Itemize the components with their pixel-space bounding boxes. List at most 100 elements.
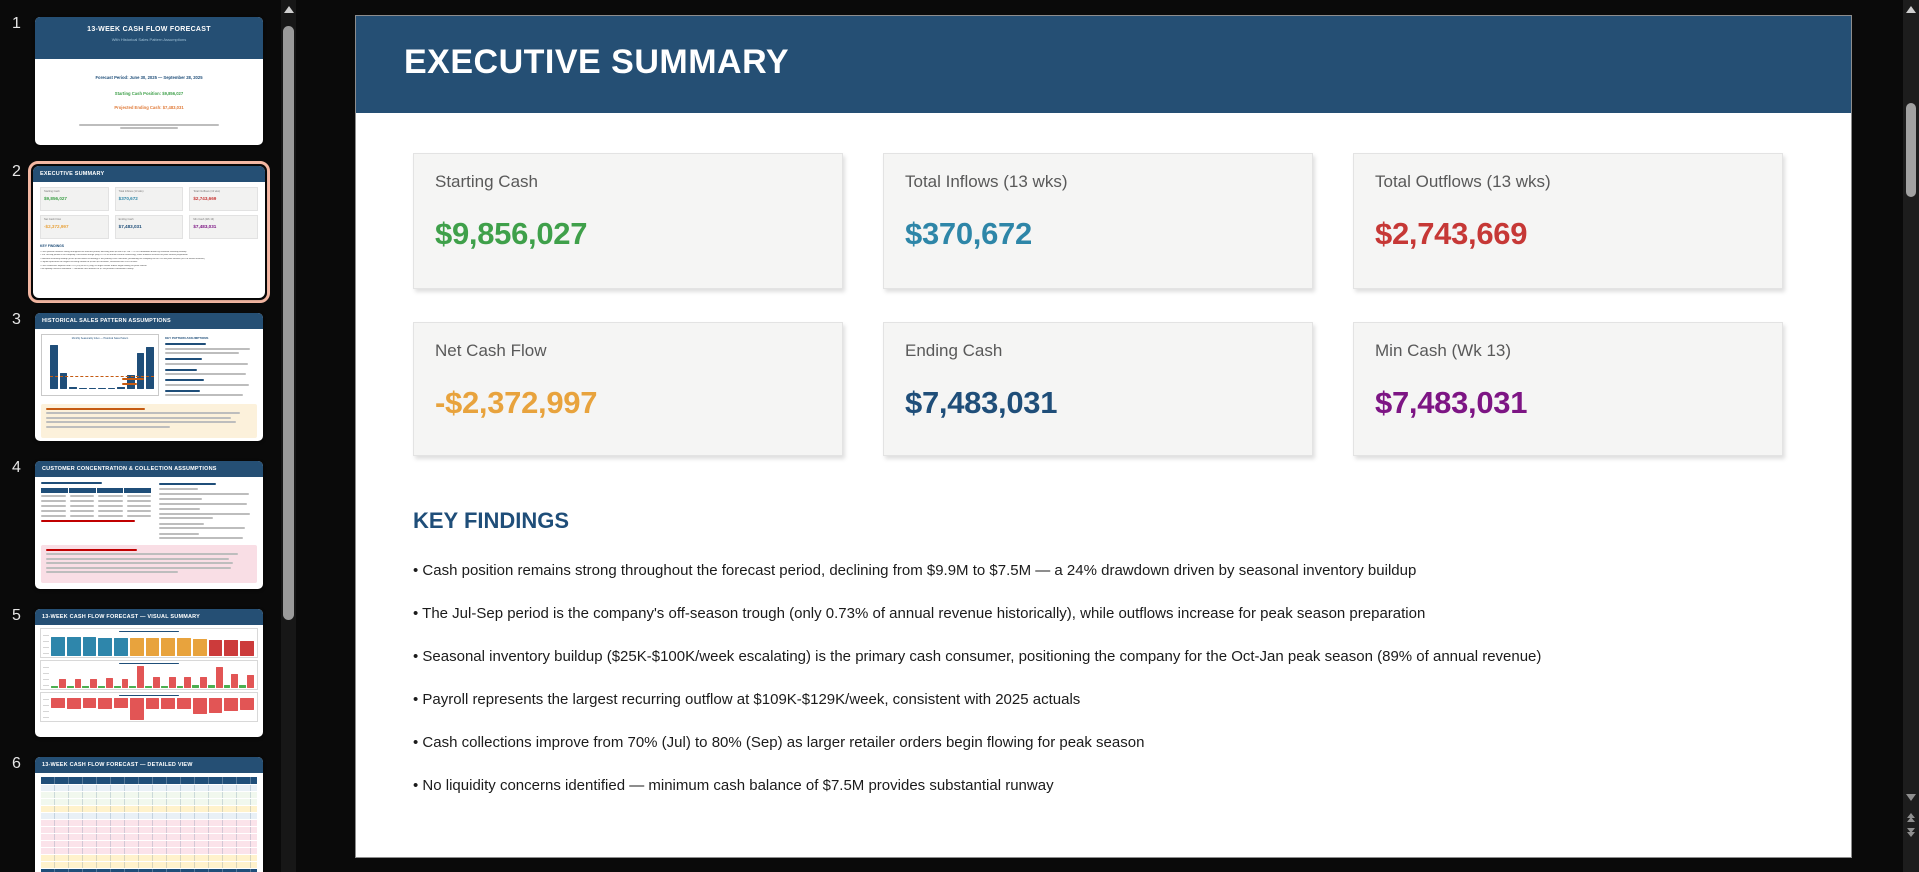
thumb5-title: 13-WEEK CASH FLOW FORECAST — VISUAL SUMM… — [35, 609, 263, 625]
thumb2-card: Ending Cash $7,483,031 — [114, 215, 184, 239]
card-total-inflows[interactable]: Total Inflows (13 wks) $370,672 — [883, 153, 1313, 289]
card-label: Net Cash Flow — [435, 341, 547, 360]
card-label: Starting Cash — [435, 172, 538, 191]
scroll-up-arrow-icon[interactable] — [283, 6, 294, 13]
key-finding-bullet[interactable]: Payroll represents the largest recurring… — [413, 691, 1541, 709]
thumb4-highlight-box — [41, 544, 257, 583]
thumb2-card: Net Cash Flow -$2,372,997 — [40, 215, 109, 239]
slide-thumbnail-4[interactable]: CUSTOMER CONCENTRATION & COLLECTION ASSU… — [35, 461, 263, 589]
main-scrollbar[interactable] — [1903, 0, 1919, 872]
card-starting-cash[interactable]: Starting Cash $9,856,027 — [413, 153, 843, 289]
thumb1-header: 13-WEEK CASH FLOW FORECAST With Historic… — [35, 17, 263, 59]
thumb5-net-cash-flow-chart — [40, 692, 258, 722]
slide-thumbnail-5[interactable]: 13-WEEK CASH FLOW FORECAST — VISUAL SUMM… — [35, 609, 263, 737]
thumb2-card: Min Cash (Wk 13) $7,483,031 — [189, 215, 258, 239]
card-value: $9,856,027 — [435, 216, 588, 251]
thumb1-line-forecast-period: Forecast Period: June 30, 2025 — Septemb… — [95, 75, 203, 80]
thumb2-bullet: Cash collections improve from 70% (Jul) … — [40, 265, 258, 268]
key-findings-list[interactable]: Cash position remains strong throughout … — [413, 562, 1541, 820]
slide-title[interactable]: EXECUTIVE SUMMARY — [404, 43, 790, 81]
thumb3-body: Monthly Seasonality Index — Historical S… — [35, 329, 263, 402]
key-finding-bullet[interactable]: The Jul-Sep period is the company's off-… — [413, 605, 1541, 623]
thumb2-card-value: $370,672 — [118, 196, 138, 201]
card-min-cash[interactable]: Min Cash (Wk 13) $7,483,031 — [1353, 322, 1783, 456]
thumb1-fine-print-line — [120, 127, 178, 129]
key-finding-bullet[interactable]: No liquidity concerns identified — minim… — [413, 777, 1541, 795]
thumb3-bars — [50, 343, 155, 389]
thumb3-chart-title: Monthly Seasonality Index — Historical S… — [71, 337, 129, 340]
slide-thumbnail-6[interactable]: 13-WEEK CASH FLOW FORECAST — DETAILED VI… — [35, 757, 263, 872]
thumb2-bullet: No liquidity concerns identified — minim… — [40, 268, 258, 271]
thumb6-table — [35, 773, 263, 872]
thumb2-bullet: Cash position remains strong throughout … — [40, 251, 258, 254]
slide-thumbnail-3[interactable]: HISTORICAL SALES PATTERN ASSUMPTIONS Mon… — [35, 313, 263, 441]
thumb2-card: Total Outflows (13 wks) $2,743,669 — [189, 187, 258, 211]
next-slide-button[interactable] — [1903, 828, 1919, 837]
thumb3-right-heading: KEY PATTERN ASSUMPTIONS — [165, 336, 209, 340]
thumb2-body: Starting Cash $9,856,027 Total Inflows (… — [33, 182, 265, 276]
slide-number-3: 3 — [12, 311, 21, 328]
thumbnail-panel-scrollbar-thumb[interactable] — [283, 26, 294, 620]
thumb2-card-label: Ending Cash — [118, 218, 134, 221]
slide-thumbnail-1[interactable]: 13-WEEK CASH FLOW FORECAST With Historic… — [35, 17, 263, 145]
thumb3-assumptions: KEY PATTERN ASSUMPTIONS — [165, 334, 257, 399]
slide-number-6: 6 — [12, 755, 21, 772]
thumb2-card: Starting Cash $9,856,027 — [40, 187, 109, 211]
card-label: Total Outflows (13 wks) — [1375, 172, 1551, 191]
thumb2-card-value: $2,743,669 — [193, 196, 217, 201]
thumb2-card-label: Starting Cash — [44, 190, 60, 193]
thumb1-line-ending-cash: Projected Ending Cash: $7,483,031 — [114, 105, 184, 110]
thumb2-title: EXECUTIVE SUMMARY — [33, 166, 265, 182]
slide-number-5: 5 — [12, 607, 21, 624]
thumb5-inflows-outflows-chart — [40, 660, 258, 690]
thumb6-title: 13-WEEK CASH FLOW FORECAST — DETAILED VI… — [35, 757, 263, 773]
thumb2-bullet: Payroll represents the largest recurring… — [40, 261, 258, 264]
scroll-up-arrow-icon[interactable] — [1906, 6, 1916, 13]
thumb4-collection-assumptions — [159, 482, 257, 542]
card-value: $7,483,031 — [905, 385, 1058, 420]
key-finding-bullet[interactable]: Cash collections improve from 70% (Jul) … — [413, 734, 1541, 752]
card-label: Min Cash (Wk 13) — [1375, 341, 1512, 360]
card-net-cash-flow[interactable]: Net Cash Flow -$2,372,997 — [413, 322, 843, 456]
card-value: $7,483,031 — [1375, 385, 1528, 420]
thumb3-threshold-line — [50, 376, 154, 377]
card-value: $2,743,669 — [1375, 216, 1528, 251]
thumb2-card-value: $7,483,031 — [118, 224, 142, 229]
slide-number-4: 4 — [12, 459, 21, 476]
key-findings-heading[interactable]: KEY FINDINGS — [413, 508, 570, 533]
main-scrollbar-thumb[interactable] — [1906, 103, 1916, 197]
thumb1-body: Forecast Period: June 30, 2025 — Septemb… — [35, 59, 263, 129]
card-label: Total Inflows (13 wks) — [905, 172, 1068, 191]
previous-slide-button[interactable] — [1903, 813, 1919, 822]
scroll-down-arrow-icon[interactable] — [1906, 794, 1916, 801]
slide-number-2: 2 — [12, 163, 21, 180]
card-total-outflows[interactable]: Total Outflows (13 wks) $2,743,669 — [1353, 153, 1783, 289]
selected-slide-ring — [28, 161, 270, 303]
thumb3-seasonality-chart: Monthly Seasonality Index — Historical S… — [41, 334, 159, 396]
thumb3-highlight-box — [41, 403, 257, 438]
thumb4-customer-table — [41, 482, 151, 542]
thumb5-body — [35, 625, 263, 727]
slide-thumbnail-2[interactable]: EXECUTIVE SUMMARY Starting Cash $9,856,0… — [33, 166, 265, 298]
thumb5-cash-balance-chart — [40, 628, 258, 658]
thumb1-fine-print-line — [79, 124, 219, 126]
thumbnail-panel-scrollbar[interactable] — [281, 0, 296, 872]
thumb4-title: CUSTOMER CONCENTRATION & COLLECTION ASSU… — [35, 461, 263, 477]
thumb1-subtitle: With Historical Sales Pattern Assumption… — [111, 37, 187, 42]
thumb2-card-label: Min Cash (Wk 13) — [193, 218, 215, 221]
thumb2-key-findings-heading: KEY FINDINGS — [40, 244, 65, 248]
thumb2-card-label: Total Outflows (13 wks) — [193, 190, 221, 193]
key-finding-bullet[interactable]: Cash position remains strong throughout … — [413, 562, 1541, 580]
thumb1-title: 13-WEEK CASH FLOW FORECAST — [87, 26, 211, 33]
thumb2-card-value: $7,483,031 — [193, 224, 217, 229]
key-finding-bullet[interactable]: Seasonal inventory buildup ($25K-$100K/w… — [413, 648, 1541, 666]
thumb2-card: Total Inflows (13 wks) $370,672 — [114, 187, 184, 211]
thumb2-cards: Starting Cash $9,856,027 Total Inflows (… — [40, 187, 258, 239]
thumb2-bullet: Seasonal inventory buildup ($25K-$100K/w… — [40, 258, 258, 261]
slide-number-1: 1 — [12, 15, 21, 32]
card-ending-cash[interactable]: Ending Cash $7,483,031 — [883, 322, 1313, 456]
card-value: -$2,372,997 — [435, 385, 598, 420]
slide-canvas[interactable]: EXECUTIVE SUMMARY Starting Cash $9,856,0… — [355, 15, 1852, 858]
thumb4-body — [35, 477, 263, 544]
slide-header-band: EXECUTIVE SUMMARY — [356, 16, 1851, 113]
